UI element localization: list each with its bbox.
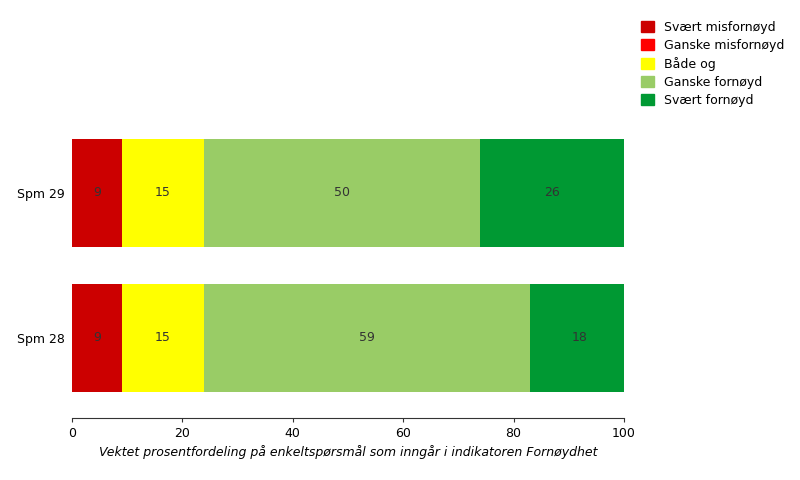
- Bar: [481, 139, 624, 247]
- Text: 9: 9: [93, 187, 101, 200]
- Bar: [205, 284, 530, 392]
- Text: 26: 26: [544, 187, 560, 200]
- Bar: [72, 139, 122, 247]
- Text: 15: 15: [155, 187, 171, 200]
- Bar: [122, 284, 205, 392]
- Text: 18: 18: [572, 331, 588, 345]
- Bar: [205, 139, 481, 247]
- Text: 59: 59: [359, 331, 375, 345]
- Bar: [122, 139, 205, 247]
- Bar: [72, 284, 122, 392]
- X-axis label: Vektet prosentfordeling på enkeltspørsmål som inngår i indikatoren Fornøydhet: Vektet prosentfordeling på enkeltspørsmå…: [98, 445, 598, 459]
- Text: 15: 15: [155, 331, 171, 345]
- Text: 9: 9: [93, 331, 101, 345]
- Bar: [530, 284, 630, 392]
- Legend: Svært misfornøyd, Ganske misfornøyd, Både og, Ganske fornøyd, Svært fornøyd: Svært misfornøyd, Ganske misfornøyd, Båd…: [642, 21, 784, 107]
- Text: 50: 50: [334, 187, 350, 200]
